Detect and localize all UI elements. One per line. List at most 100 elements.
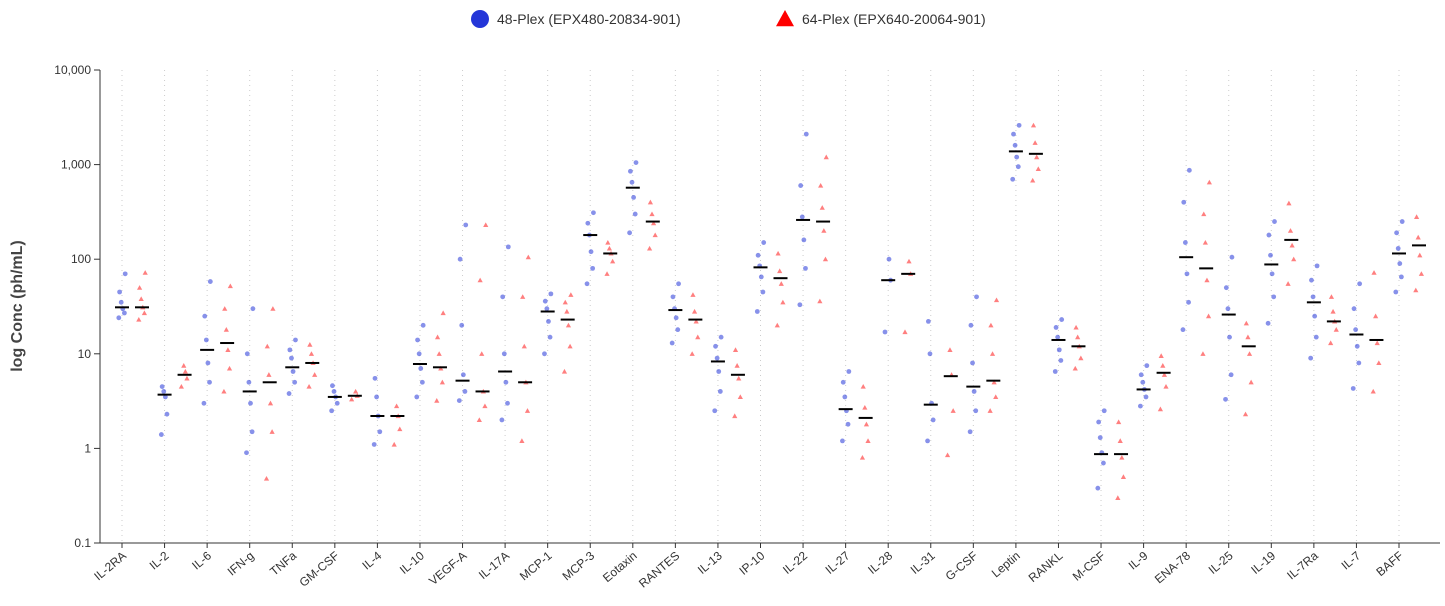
legend-label: 64-Plex (EPX640-20064-901): [802, 11, 986, 27]
data-point: [865, 438, 871, 443]
data-point: [414, 394, 420, 400]
data-point: [803, 131, 809, 137]
data-point: [1229, 254, 1235, 260]
data-point: [993, 297, 1000, 303]
data-point: [222, 306, 228, 311]
data-point: [158, 432, 164, 437]
data-point: [606, 245, 613, 251]
data-point: [761, 240, 767, 245]
x-tick-label: IL-25: [1206, 548, 1236, 577]
data-point: [142, 270, 148, 275]
data-point: [713, 343, 718, 349]
data-point: [377, 429, 383, 435]
data-point: [372, 375, 378, 381]
data-point: [1032, 140, 1038, 145]
data-point: [1287, 228, 1294, 233]
data-point: [1309, 277, 1314, 283]
data-point: [1418, 271, 1424, 276]
x-tick-label: Eotaxin: [600, 549, 640, 585]
data-point: [758, 274, 764, 280]
data-point: [1265, 320, 1271, 326]
x-tick-label: IL-31: [908, 548, 938, 577]
data-point: [1354, 343, 1360, 349]
data-point: [141, 310, 147, 316]
x-tick-label: IFN-g: [225, 549, 257, 579]
data-point: [1223, 285, 1229, 291]
data-point: [631, 195, 636, 200]
data-point: [973, 408, 979, 414]
data-point: [590, 265, 596, 271]
data-point: [930, 417, 936, 423]
data-point: [734, 363, 740, 368]
data-point: [755, 252, 761, 258]
x-tick-label: ENA-78: [1152, 548, 1193, 586]
data-point: [1246, 351, 1253, 356]
data-point: [1180, 327, 1186, 333]
data-point: [1395, 246, 1401, 251]
data-point: [521, 343, 527, 349]
data-point: [221, 388, 227, 394]
data-point: [632, 211, 638, 217]
x-tick-label: IL-2: [147, 548, 172, 572]
data-point: [1243, 320, 1249, 326]
data-point: [1328, 340, 1334, 346]
data-point: [290, 369, 296, 374]
y-tick-label: 10,000: [54, 63, 91, 77]
x-tick-label: IL-22: [780, 548, 810, 577]
data-point: [244, 351, 250, 357]
data-point: [1289, 242, 1295, 248]
data-point: [269, 429, 275, 434]
data-point: [270, 306, 276, 311]
data-point: [1158, 353, 1164, 358]
data-point: [1015, 164, 1021, 170]
data-point: [695, 334, 701, 340]
data-point: [500, 294, 506, 300]
data-point: [818, 182, 824, 188]
data-point: [1186, 299, 1191, 305]
data-point: [434, 398, 440, 403]
data-point: [334, 400, 340, 406]
data-point: [647, 245, 653, 251]
x-tick-label: IL-28: [865, 548, 895, 577]
x-tick-label: GM-CSF: [297, 549, 342, 590]
y-tick-label: 1: [84, 441, 91, 455]
data-point: [591, 210, 596, 216]
data-point: [207, 379, 212, 385]
data-point: [1271, 294, 1277, 300]
x-tick-label: IL-10: [397, 548, 427, 577]
data-point: [629, 179, 635, 185]
data-point: [501, 351, 507, 357]
data-point: [1415, 234, 1421, 240]
data-point: [1115, 495, 1121, 500]
data-point: [1272, 219, 1277, 224]
data-point: [1055, 334, 1061, 340]
data-point: [122, 310, 127, 316]
data-point: [330, 383, 335, 389]
data-point: [289, 355, 294, 361]
x-tick-label: Leptin: [989, 549, 1023, 581]
x-tick-label: BAFF: [1373, 549, 1405, 579]
data-point: [546, 319, 551, 324]
data-point: [1144, 363, 1150, 369]
data-point: [440, 310, 446, 316]
data-point: [886, 256, 892, 262]
data-point: [647, 199, 653, 205]
data-point: [989, 351, 996, 356]
legend-marker: [776, 10, 794, 27]
data-point: [436, 351, 442, 356]
data-point: [1393, 289, 1399, 295]
data-point: [548, 291, 554, 297]
data-point: [1073, 324, 1079, 330]
data-point: [225, 347, 231, 352]
data-point: [565, 322, 572, 328]
data-point: [1413, 287, 1419, 293]
data-point: [1056, 347, 1062, 353]
data-point: [1138, 403, 1143, 409]
data-point: [419, 379, 425, 385]
data-point: [1010, 176, 1016, 182]
data-point: [670, 294, 676, 300]
data-point: [567, 343, 573, 349]
data-point: [561, 368, 568, 374]
data-point: [1157, 406, 1163, 412]
data-point: [562, 299, 568, 305]
